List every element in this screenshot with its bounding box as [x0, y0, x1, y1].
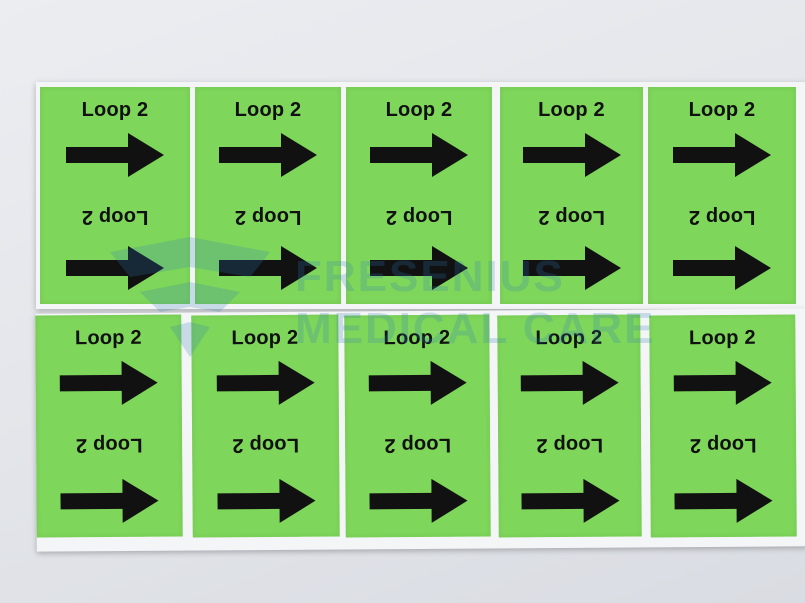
label-text-inverted: Loop 2 [689, 433, 757, 457]
arrow-right-icon [368, 360, 467, 405]
loop-label-bottom-1: Loop 2 Loop 2 [35, 314, 183, 538]
loop-label-top-4: Loop 2 Loop 2 [500, 87, 643, 304]
label-text-inverted: Loop 2 [232, 433, 300, 457]
arrow-right-icon [66, 133, 164, 177]
arrow-right-icon [370, 133, 468, 177]
arrow-right-icon [673, 133, 771, 177]
loop-label-bottom-2: Loop 2 Loop 2 [191, 314, 340, 538]
arrow-right-icon [217, 478, 316, 523]
arrow-right-icon [59, 360, 158, 405]
loop-label-bottom-4: Loop 2 Loop 2 [497, 314, 642, 538]
label-text-inverted: Loop 2 [75, 433, 143, 457]
label-text-inverted: Loop 2 [536, 433, 604, 457]
label-text-upright: Loop 2 [535, 326, 603, 350]
label-text-inverted: Loop 2 [385, 206, 453, 228]
arrow-right-icon [673, 246, 771, 290]
label-text-upright: Loop 2 [688, 99, 756, 121]
arrow-right-icon [674, 478, 773, 523]
loop-label-top-5: Loop 2 Loop 2 [648, 87, 796, 304]
label-text-upright: Loop 2 [385, 99, 453, 121]
label-text-upright: Loop 2 [74, 326, 142, 350]
label-text-inverted: Loop 2 [384, 433, 452, 457]
label-text-inverted: Loop 2 [234, 206, 302, 228]
label-text-upright: Loop 2 [81, 99, 149, 121]
label-text-inverted: Loop 2 [688, 206, 756, 228]
label-text-upright: Loop 2 [234, 99, 302, 121]
label-text-inverted: Loop 2 [81, 206, 149, 228]
loop-label-top-1: Loop 2 Loop 2 [40, 87, 190, 304]
label-text-upright: Loop 2 [383, 326, 451, 350]
loop-label-bottom-5: Loop 2 Loop 2 [649, 314, 797, 538]
loop-label-top-3: Loop 2 Loop 2 [346, 87, 492, 304]
arrow-right-icon [369, 478, 468, 523]
arrow-right-icon [219, 133, 317, 177]
label-text-inverted: Loop 2 [538, 206, 605, 228]
arrow-right-icon [523, 133, 621, 177]
arrow-right-icon [673, 360, 772, 405]
arrow-right-icon [66, 246, 164, 290]
arrow-right-icon [219, 246, 317, 290]
loop-label-bottom-3: Loop 2 Loop 2 [344, 314, 491, 538]
arrow-right-icon [520, 360, 619, 405]
arrow-right-icon [370, 246, 468, 290]
arrow-right-icon [216, 360, 315, 405]
arrow-right-icon [523, 246, 621, 290]
arrow-right-icon [60, 478, 159, 523]
label-text-upright: Loop 2 [538, 99, 605, 121]
label-text-upright: Loop 2 [231, 326, 299, 350]
loop-label-top-2: Loop 2 Loop 2 [195, 87, 341, 304]
label-text-upright: Loop 2 [688, 326, 756, 350]
arrow-right-icon [521, 478, 620, 523]
